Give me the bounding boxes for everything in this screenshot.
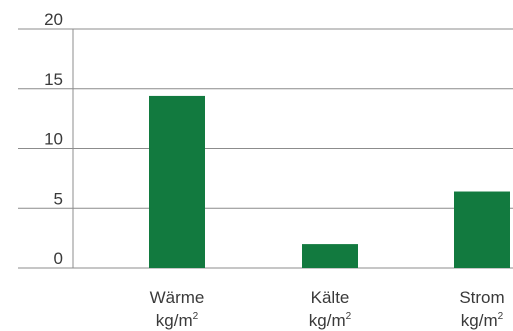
x-tick-label: Wärme: [150, 288, 205, 307]
unit-superscript: 2: [498, 311, 504, 322]
unit-base: kg/m: [156, 311, 193, 330]
unit-superscript: 2: [193, 311, 199, 322]
bars: [149, 95, 510, 268]
x-unit-label: kg/m2: [156, 311, 199, 330]
x-tick-label: Kälte: [311, 288, 350, 307]
y-tick-label: 5: [54, 189, 63, 208]
y-tick-label: 15: [44, 70, 63, 89]
x-unit-label: kg/m2: [309, 311, 352, 330]
y-tick-label: 10: [44, 130, 63, 149]
bar-strom: [454, 191, 510, 268]
unit-base: kg/m: [461, 311, 498, 330]
y-tick-label: 20: [44, 10, 63, 29]
bar-wärme: [149, 95, 205, 268]
grid-lines: [18, 28, 513, 269]
x-tick-label: Strom: [459, 288, 504, 307]
unit-base: kg/m: [309, 311, 346, 330]
y-tick-labels: 0 5 10 15 20: [44, 10, 63, 268]
y-tick-label: 0: [54, 249, 63, 268]
x-unit-label: kg/m2: [461, 311, 504, 330]
unit-superscript: 2: [346, 311, 352, 322]
bar-kälte: [302, 244, 358, 268]
